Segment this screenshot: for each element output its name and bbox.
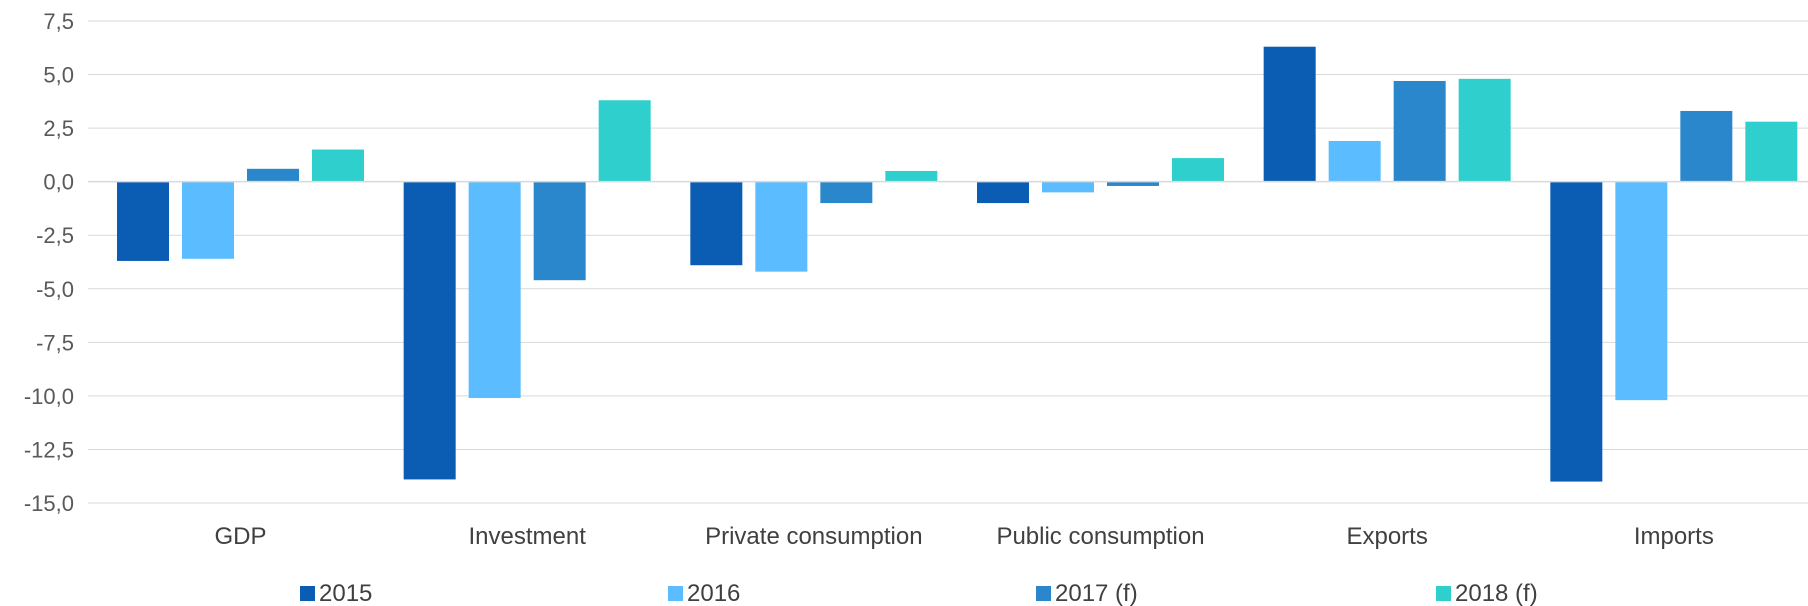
y-tick-label: -15,0 <box>24 491 74 516</box>
bar-2017-f-private-consumption <box>820 181 873 204</box>
bar-2017-f-investment <box>533 181 586 281</box>
y-tick-label: -5,0 <box>36 277 74 302</box>
gridlines <box>88 20 1808 504</box>
y-tick-label: 2,5 <box>43 116 74 141</box>
legend-item: 2018 (f) <box>1436 580 1538 606</box>
bar-2018-f-gdp <box>312 149 364 182</box>
bar-2015-public-consumption <box>977 181 1029 204</box>
y-tick-label: 5,0 <box>43 63 74 88</box>
y-tick-label: 0,0 <box>43 170 74 195</box>
y-tick-label: -7,5 <box>36 330 74 355</box>
bar-2018-f-investment <box>598 100 651 182</box>
legend-item: 2017 (f) <box>1036 580 1138 606</box>
y-tick-label: -10,0 <box>24 384 74 409</box>
x-category-label: Imports <box>1634 523 1714 550</box>
bar-2015-imports <box>1550 181 1603 482</box>
bar-2018-f-public-consumption <box>1172 158 1224 182</box>
x-category-label: Public consumption <box>996 523 1204 550</box>
bar-2017-f-gdp <box>247 168 299 182</box>
bar-2016-exports <box>1328 140 1381 182</box>
legend-item: 2016 <box>668 580 740 606</box>
legend-item: 2015 <box>300 580 372 606</box>
legend-swatch <box>668 586 683 601</box>
legend-swatch <box>1436 586 1451 601</box>
bar-2016-public-consumption <box>1042 181 1094 193</box>
x-category-label: Investment <box>468 523 586 550</box>
bar-2018-f-imports <box>1745 121 1798 182</box>
x-axis-category-labels: GDP Investment Private consumption Public c… <box>214 523 1713 550</box>
bar-2015-investment <box>403 181 456 480</box>
bar-2016-imports <box>1615 181 1668 401</box>
y-tick-label: -2,5 <box>36 223 74 248</box>
bar-2018-f-private-consumption <box>885 170 938 182</box>
bar-2017-f-exports <box>1393 80 1446 182</box>
y-tick-label: 7,5 <box>43 9 74 34</box>
legend-swatch <box>1036 586 1051 601</box>
bar-2015-exports <box>1263 46 1316 182</box>
legend-label: 2016 <box>687 580 740 606</box>
bar-2015-private-consumption <box>690 181 743 266</box>
x-category-label: Private consumption <box>705 523 922 550</box>
x-category-label: Exports <box>1346 523 1427 550</box>
legend-label: 2015 <box>319 580 372 606</box>
bars <box>117 46 1798 482</box>
x-category-label: GDP <box>214 523 266 550</box>
bar-2018-f-exports <box>1458 78 1511 182</box>
bar-2015-gdp <box>117 181 169 261</box>
bar-2017-f-imports <box>1680 110 1733 182</box>
y-tick-label: -12,5 <box>24 437 74 462</box>
bar-2016-investment <box>468 181 521 399</box>
bar-2016-private-consumption <box>755 181 808 272</box>
bar-2016-gdp <box>182 181 234 259</box>
legend: 2015 2016 2017 (f) 2018 (f) <box>300 580 1538 606</box>
legend-label: 2018 (f) <box>1455 580 1538 606</box>
legend-label: 2017 (f) <box>1055 580 1138 606</box>
bar-2017-f-public-consumption <box>1107 181 1159 186</box>
legend-swatch <box>300 586 315 601</box>
y-axis-tick-labels: 7,5 5,0 2,5 0,0 -2,5 -5,0 -7,5 -10,0 -12,5 -15,0 <box>24 9 74 516</box>
